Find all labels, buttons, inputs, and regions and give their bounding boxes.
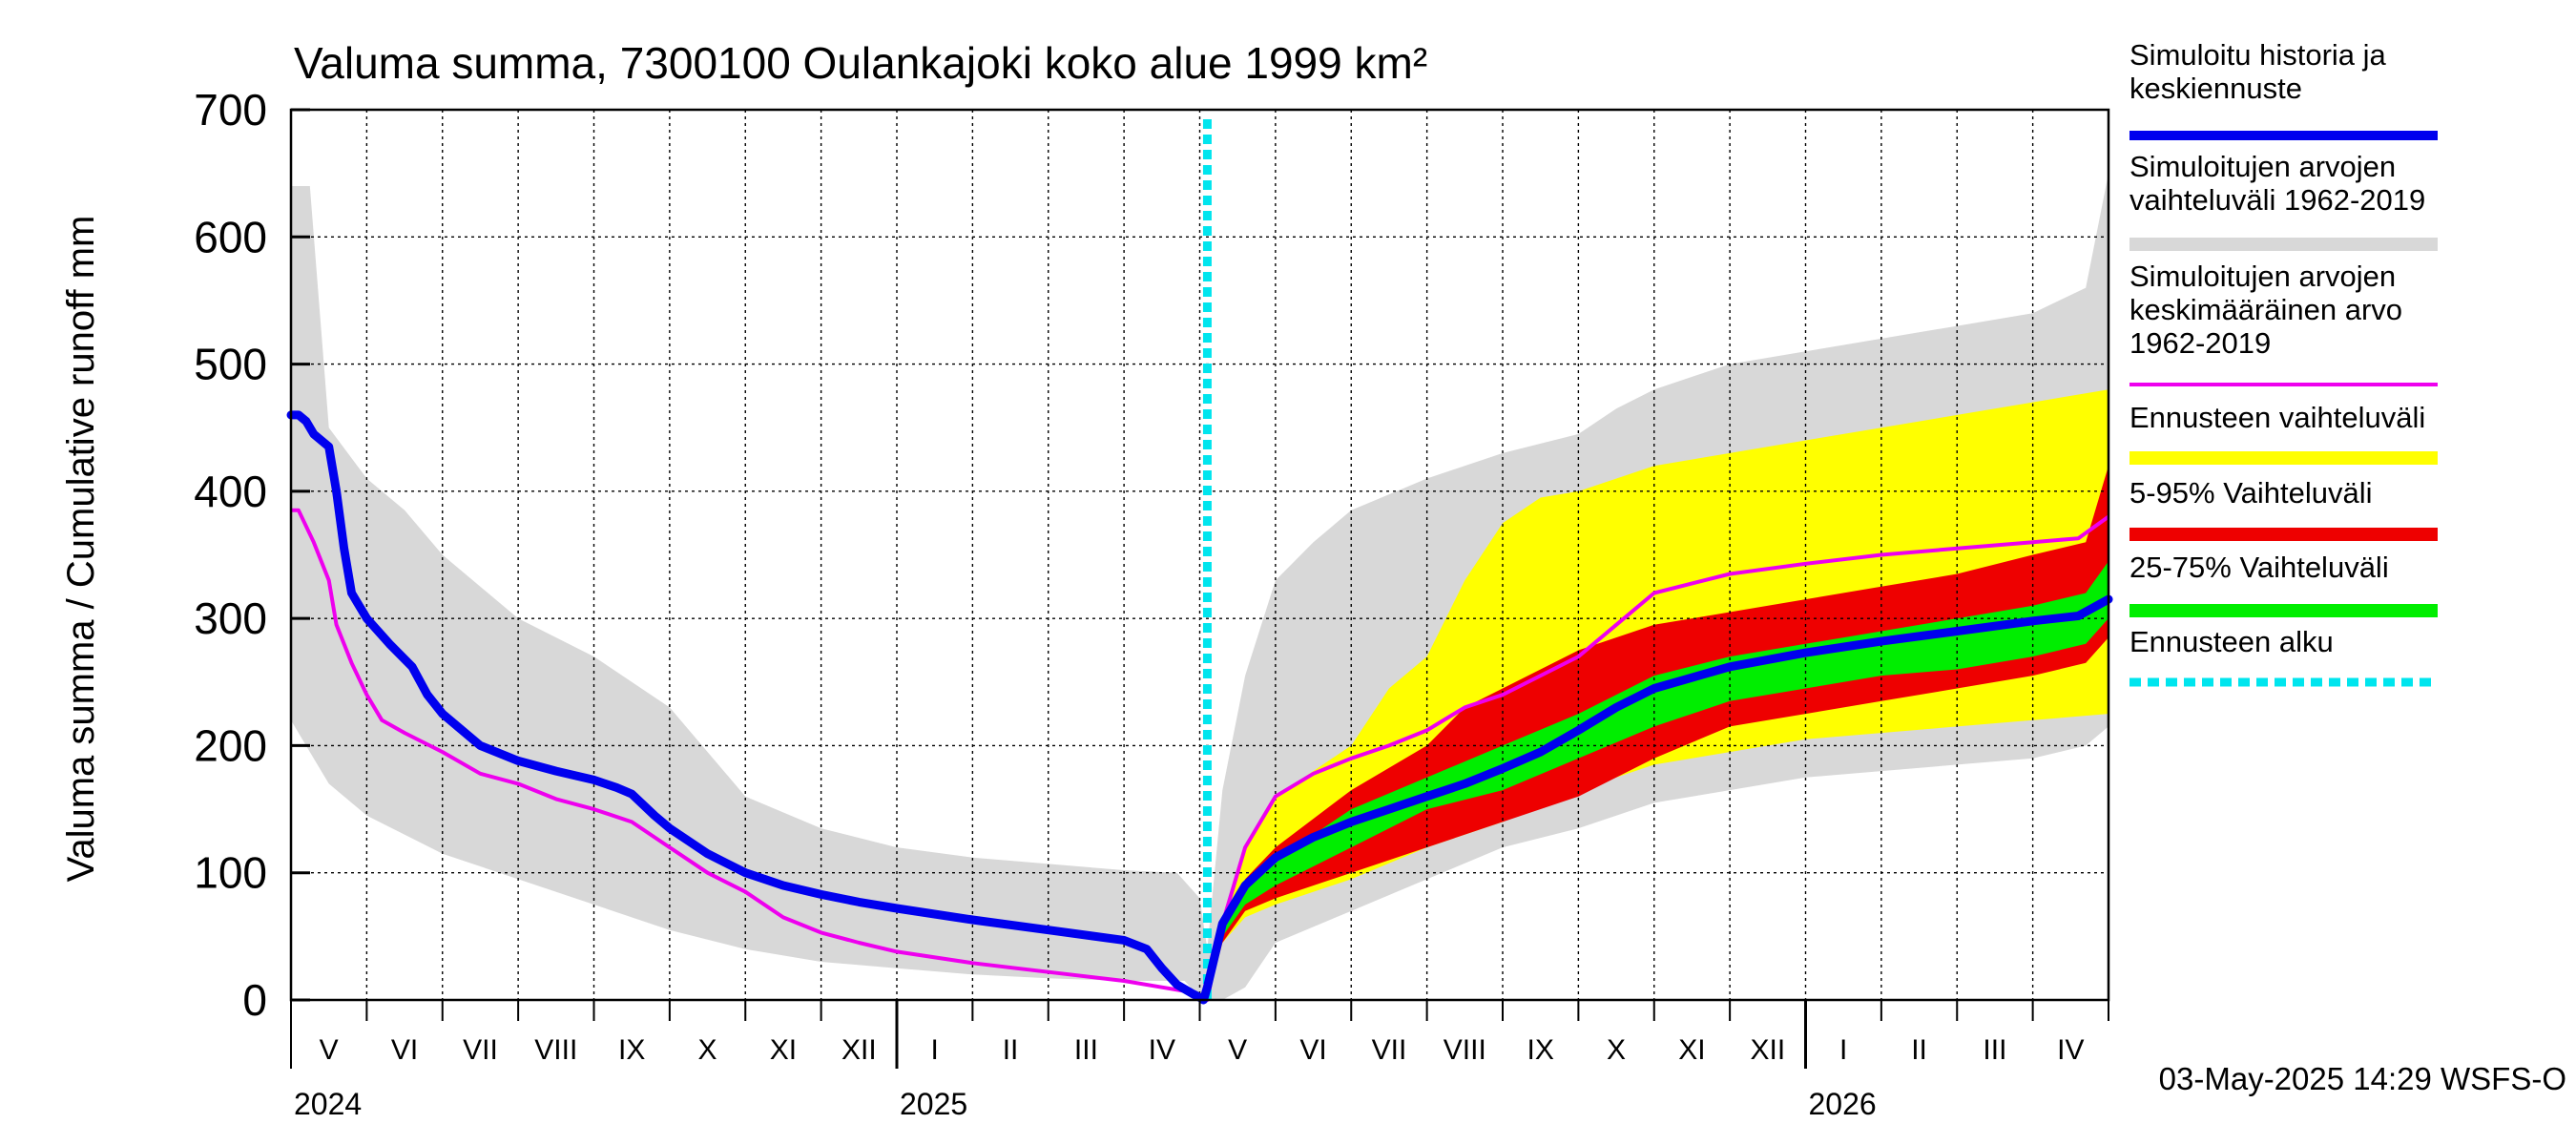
year-label: 2026 bbox=[1809, 1087, 1877, 1121]
month-label: IV bbox=[1149, 1034, 1175, 1066]
y-tick-label: 100 bbox=[194, 848, 267, 898]
legend-label: 25-75% Vaihteluväli bbox=[2129, 551, 2389, 584]
y-tick-label: 400 bbox=[194, 467, 267, 516]
month-label: XI bbox=[1678, 1034, 1705, 1066]
y-tick-label: 0 bbox=[242, 975, 267, 1025]
y-axis-label: Valuma summa / Cumulative runoff mm bbox=[60, 216, 102, 883]
legend-label: 1962-2019 bbox=[2129, 326, 2271, 360]
legend-label: vaihteluväli 1962-2019 bbox=[2129, 183, 2425, 217]
legend-label: Ennusteen alku bbox=[2129, 625, 2334, 658]
month-label: X bbox=[1607, 1034, 1626, 1066]
month-label: IX bbox=[1527, 1034, 1554, 1066]
band-25-75 bbox=[1207, 561, 2109, 1000]
month-label: X bbox=[698, 1034, 717, 1066]
month-label: I bbox=[1839, 1034, 1847, 1066]
month-label: III bbox=[1074, 1034, 1098, 1066]
month-label: IX bbox=[618, 1034, 645, 1066]
month-label: I bbox=[931, 1034, 939, 1066]
month-label: VII bbox=[1372, 1034, 1407, 1066]
median-forecast-line bbox=[286, 410, 2113, 1005]
month-label: II bbox=[1911, 1034, 1927, 1066]
month-label: XII bbox=[1750, 1034, 1785, 1066]
month-label: VI bbox=[1299, 1034, 1326, 1066]
y-tick-label: 200 bbox=[194, 720, 267, 770]
legend-label: keskiennuste bbox=[2129, 72, 2302, 105]
year-label: 2024 bbox=[294, 1087, 362, 1121]
month-label: VIII bbox=[1444, 1034, 1486, 1066]
y-tick-label: 300 bbox=[194, 593, 267, 643]
month-label: V bbox=[1228, 1034, 1247, 1066]
month-label: III bbox=[1983, 1034, 2006, 1066]
y-tick-label: 700 bbox=[194, 85, 267, 135]
year-label: 2025 bbox=[900, 1087, 967, 1121]
mean-line bbox=[291, 508, 2110, 1002]
month-label: II bbox=[1003, 1034, 1019, 1066]
month-label: VI bbox=[391, 1034, 418, 1066]
legend-label: keskimääräinen arvo bbox=[2129, 293, 2402, 326]
month-label: VII bbox=[463, 1034, 498, 1066]
legend-label: Simuloitu historia ja bbox=[2129, 38, 2387, 72]
month-label: IV bbox=[2057, 1034, 2084, 1066]
legend-label: Simuloitujen arvojen bbox=[2129, 260, 2396, 293]
timestamp: 03-May-2025 14:29 WSFS-O bbox=[2159, 1061, 2566, 1096]
legend-label: Ennusteen vaihteluväli bbox=[2129, 401, 2425, 434]
band-5-95 bbox=[1207, 466, 2109, 1000]
y-tick-label: 600 bbox=[194, 212, 267, 261]
legend-label: Simuloitujen arvojen bbox=[2129, 150, 2396, 183]
legend-label: 5-95% Vaihteluväli bbox=[2129, 476, 2372, 510]
month-label: XI bbox=[770, 1034, 797, 1066]
chart-title: Valuma summa, 7300100 Oulankajoki koko a… bbox=[294, 38, 1427, 88]
month-label: VIII bbox=[534, 1034, 577, 1066]
y-tick-label: 500 bbox=[194, 340, 267, 389]
month-label: V bbox=[320, 1034, 339, 1066]
line-layer bbox=[286, 119, 2113, 1005]
month-label: XII bbox=[841, 1034, 877, 1066]
